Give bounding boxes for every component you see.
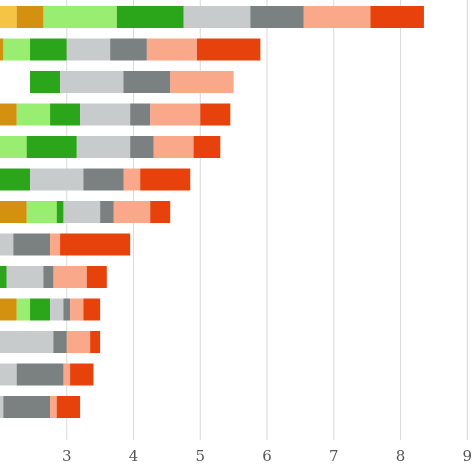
bar-segment [70,298,84,321]
x-tick-label: 4 [129,447,139,465]
bar-segment [83,298,101,321]
bar-segment [63,363,71,386]
bar-segment [140,168,191,191]
bar-segment [150,201,171,223]
bar-segment [63,201,101,223]
bar-segment [56,201,64,223]
bars [0,6,424,418]
bar-segment [0,168,31,191]
bar-segment [13,233,51,256]
bar-segment [0,6,17,28]
bar-row-7 [0,201,171,223]
bar-row-4 [0,103,231,126]
bar-segment [60,233,131,256]
bar-segment [80,103,131,126]
bar-segment [0,103,17,126]
bar-segment [70,363,94,386]
bar-segment [0,38,4,61]
bar-segment [26,201,57,223]
bar-segment [50,233,61,256]
bar-segment [30,168,84,191]
bar-segment [83,168,124,191]
bar-segment [50,103,81,126]
bar-row-2 [0,38,261,61]
bar-segment [16,6,44,28]
bar-segment [123,71,171,93]
bar-segment [110,38,147,61]
bar-segment [76,136,131,158]
bar-segment [170,71,234,93]
bar-segment [113,201,151,223]
bar-segment [193,136,221,158]
bar-row-9 [0,266,107,288]
bar-row-1 [0,6,424,28]
bar-row-3 [30,71,234,93]
bar-segment [146,38,197,61]
bar-segment [0,396,4,418]
bar-segment [50,298,64,321]
x-tick-label: 8 [396,447,406,465]
bar-segment [43,6,117,28]
bar-segment [16,363,64,386]
bar-segment [26,136,77,158]
bar-segment [100,201,114,223]
bar-segment [66,38,111,61]
bar-row-6 [0,168,191,191]
bar-segment [0,363,17,386]
bar-segment [53,266,87,288]
x-tick-label: 5 [196,447,206,465]
bar-segment [123,168,141,191]
bar-segment [86,266,107,288]
x-tick-label: 7 [329,447,339,465]
x-tick-label: 9 [463,447,473,465]
bar-segment [200,103,231,126]
x-tick-label: 3 [62,447,72,465]
bar-segment [0,298,17,321]
x-axis-ticks: 3 4 5 6 7 8 9 [62,447,472,465]
x-tick-label: 6 [262,447,272,465]
bar-row-10 [0,298,101,321]
bar-segment [130,136,154,158]
bar-segment [3,396,51,418]
bar-segment [303,6,371,28]
bar-segment [0,201,27,223]
bar-segment [50,396,57,418]
bar-segment [153,136,194,158]
bar-segment [53,331,67,353]
bar-segment [66,331,91,353]
bar-segment [60,71,124,93]
bar-segment [3,38,31,61]
bar-segment [130,103,151,126]
bar-segment [63,298,71,321]
bar-row-5 [0,136,221,158]
bar-segment [183,6,251,28]
bar-segment [0,331,54,353]
bar-segment [0,233,14,256]
bar-segment [30,71,61,93]
bar-segment [150,103,201,126]
bar-row-8 [0,233,131,256]
bar-segment [370,6,424,28]
bar-segment [16,103,51,126]
bar-segment [6,266,44,288]
bar-segment [196,38,261,61]
bar-segment [30,38,67,61]
bar-segment [0,136,27,158]
bar-segment [250,6,304,28]
bar-segment [30,298,51,321]
bar-segment [43,266,54,288]
bar-segment [56,396,81,418]
bar-row-13 [0,396,81,418]
bar-row-12 [0,363,94,386]
bar-segment [0,266,7,288]
bar-segment [116,6,184,28]
bar-row-11 [0,331,101,353]
bar-segment [90,331,101,353]
bar-segment [16,298,31,321]
